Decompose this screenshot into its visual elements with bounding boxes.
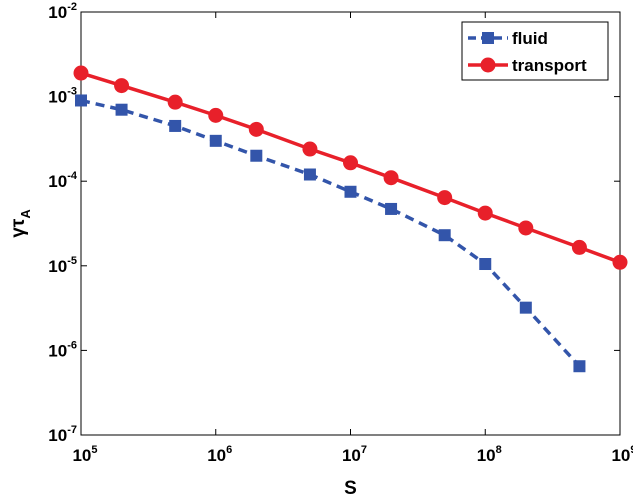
marker [115,103,128,116]
y-tick-label-base: 10 [48,426,67,445]
y-tick-label-base: 10 [48,88,67,107]
x-tick-label-exp: 6 [226,444,232,456]
marker [303,168,316,181]
y-tick-label: 10-5 [48,255,77,276]
x-tick-label: 109 [611,444,633,465]
marker [385,202,398,215]
marker [571,239,587,255]
x-tick-label-base: 10 [207,446,226,465]
x-tick-label-base: 10 [611,446,630,465]
marker [75,94,87,107]
x-tick-label: 106 [207,444,232,465]
marker [248,121,264,137]
legend-label: fluid [512,29,548,48]
series-line [80,98,581,368]
marker [209,134,222,147]
x-tick-label-base: 10 [72,446,91,465]
marker [250,149,263,162]
marker [302,141,318,157]
y-axis-label-sub: A [18,209,33,219]
x-tick-label: 108 [477,444,502,465]
marker [383,170,399,186]
marker [479,258,492,271]
y-tick-label-exp: -6 [67,339,77,351]
y-tick-label-exp: -7 [67,424,77,436]
x-tick-label-exp: 9 [630,444,633,456]
y-tick-label: 10-7 [48,424,77,445]
marker [167,94,183,110]
marker [573,360,586,373]
marker [519,301,532,314]
y-tick-label-exp: -2 [67,1,77,13]
x-tick-label-exp: 8 [496,444,502,456]
marker [344,185,357,198]
marker [477,205,493,221]
x-tick-label-base: 10 [477,446,496,465]
y-tick-label-exp: -3 [67,86,77,98]
y-tick-label: 10-6 [48,339,77,360]
x-axis-label: S [344,478,357,499]
y-tick-label: 10-3 [48,86,77,107]
y-tick-label: 10-2 [48,1,77,22]
y-tick-label-base: 10 [48,341,67,360]
y-tick-label: 10-4 [48,170,78,191]
marker [114,78,130,94]
x-tick-label-exp: 5 [91,444,97,456]
y-tick-label-base: 10 [48,3,67,22]
legend-label: transport [512,56,587,75]
marker [612,254,628,270]
x-tick-label: 107 [342,444,367,465]
legend-marker [480,57,496,73]
marker [518,220,534,236]
marker [343,155,358,171]
y-tick-label-base: 10 [48,257,67,276]
legend-marker [482,32,494,44]
marker [169,119,182,132]
marker [73,65,89,81]
y-tick-label-exp: -5 [67,255,77,267]
y-tick-label-base: 10 [48,172,67,191]
marker [208,107,224,123]
y-axis-label: γτA [8,209,33,238]
x-tick-label-base: 10 [342,446,361,465]
marker [438,229,451,242]
y-axis-label-main: γτ [8,218,29,238]
x-tick-label: 105 [72,444,97,465]
x-tick-label-exp: 7 [361,444,367,456]
y-tick-label-exp: -4 [67,170,78,182]
marker [437,190,453,206]
